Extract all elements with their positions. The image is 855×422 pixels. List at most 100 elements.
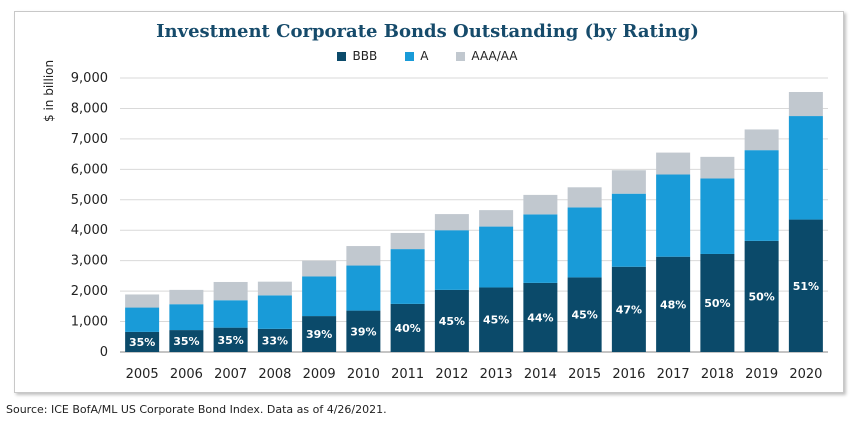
bar-bbb-2013 (479, 287, 514, 352)
x-tick-label: 2009 (303, 367, 336, 382)
bar-a-2007 (213, 300, 248, 328)
bbb-share-label: 35% (173, 335, 199, 348)
bbb-share-label: 35% (217, 334, 243, 347)
x-tick-label: 2006 (170, 367, 203, 382)
x-tick-label: 2008 (258, 367, 291, 382)
x-tick-label: 2017 (657, 367, 690, 382)
bar-a-2017 (656, 174, 691, 257)
legend-swatch-bbb (337, 51, 347, 61)
bar-aaa-aa-2019 (744, 129, 779, 151)
y-tick-label: 3,000 (71, 254, 108, 269)
bar-a-2014 (523, 214, 558, 283)
bar-aaa-aa-2012 (434, 214, 469, 231)
bar-bbb-2014 (523, 282, 558, 352)
bar-a-2019 (744, 150, 779, 241)
bar-a-2012 (434, 230, 469, 290)
bbb-share-label: 50% (748, 290, 774, 303)
bar-bbb-2019 (744, 240, 779, 352)
bar-a-2005 (125, 307, 160, 332)
bar-bbb-2017 (656, 256, 691, 352)
x-tick-label: 2015 (568, 367, 601, 382)
x-tick-label: 2012 (435, 367, 468, 382)
bar-bbb-2006 (169, 330, 204, 352)
bar-bbb-2008 (257, 328, 292, 352)
y-tick-label: 4,000 (71, 223, 108, 238)
y-tick-label: 7,000 (71, 132, 108, 147)
y-tick-label: 9,000 (71, 71, 108, 86)
x-tick-label: 2010 (347, 367, 380, 382)
bbb-share-label: 45% (571, 309, 597, 322)
bar-a-2018 (700, 178, 735, 254)
legend-swatch-aaa-aa (456, 51, 466, 61)
bar-aaa-aa-2020 (788, 92, 823, 117)
y-tick-label: 6,000 (71, 162, 108, 177)
bar-a-2016 (611, 193, 646, 267)
bar-aaa-aa-2007 (213, 281, 248, 301)
x-tick-label: 2007 (214, 367, 247, 382)
bar-a-2008 (257, 295, 292, 329)
bbb-share-label: 45% (439, 315, 465, 328)
bar-bbb-2011 (390, 303, 425, 352)
bar-a-2011 (390, 249, 425, 304)
legend-item-a: A (405, 49, 428, 63)
bar-a-2009 (302, 276, 337, 317)
bar-aaa-aa-2009 (302, 260, 337, 277)
source-note: Source: ICE BofA/ML US Corporate Bond In… (6, 403, 387, 416)
bar-aaa-aa-2006 (169, 289, 204, 305)
legend-item-bbb: BBB (337, 49, 377, 63)
x-tick-label: 2014 (524, 367, 557, 382)
bar-bbb-2009 (302, 316, 337, 352)
chart-title: Investment Corporate Bonds Outstanding (… (156, 21, 699, 42)
bbb-share-label: 44% (527, 311, 553, 324)
legend-label-bbb: BBB (352, 49, 378, 63)
bbb-share-label: 33% (262, 334, 288, 347)
y-tick-label: 5,000 (71, 193, 108, 208)
bar-bbb-2020 (788, 219, 823, 352)
bar-a-2015 (567, 207, 602, 278)
bbb-share-label: 35% (129, 336, 155, 349)
bbb-share-label: 39% (350, 325, 376, 338)
bar-bbb-2010 (346, 310, 381, 352)
legend-swatch-a (405, 51, 415, 61)
bar-aaa-aa-2008 (257, 281, 292, 296)
bar-aaa-aa-2010 (346, 246, 381, 266)
bar-aaa-aa-2013 (479, 210, 514, 227)
bbb-share-label: 48% (660, 298, 686, 311)
bbb-share-label: 39% (306, 328, 332, 341)
bar-a-2020 (788, 116, 823, 220)
chart-legend: BBB A AAA/AA (0, 49, 855, 63)
bar-a-2013 (479, 226, 514, 288)
bar-aaa-aa-2017 (656, 152, 691, 175)
bar-a-2010 (346, 265, 381, 311)
x-tick-label: 2005 (126, 367, 159, 382)
legend-item-aaa-aa: AAA/AA (456, 49, 518, 63)
bbb-share-label: 51% (793, 280, 819, 293)
bar-bbb-2018 (700, 253, 735, 352)
bar-aaa-aa-2014 (523, 194, 558, 215)
x-tick-label: 2020 (789, 367, 822, 382)
bbb-share-label: 45% (483, 314, 509, 327)
bar-aaa-aa-2015 (567, 187, 602, 208)
y-tick-label: 0 (100, 345, 108, 360)
bar-aaa-aa-2018 (700, 156, 735, 179)
y-tick-label: 8,000 (71, 101, 108, 116)
bbb-share-label: 50% (704, 297, 730, 310)
x-tick-label: 2011 (391, 367, 424, 382)
bar-bbb-2012 (434, 289, 469, 352)
y-tick-label: 1,000 (71, 315, 108, 330)
x-tick-label: 2019 (745, 367, 778, 382)
bar-aaa-aa-2011 (390, 232, 425, 250)
bar-bbb-2015 (567, 277, 602, 352)
bar-bbb-2016 (611, 266, 646, 352)
x-tick-label: 2013 (480, 367, 513, 382)
bar-aaa-aa-2005 (125, 294, 160, 308)
legend-label-aaa-aa: AAA/AA (471, 49, 518, 63)
bar-bbb-2007 (213, 327, 248, 352)
x-tick-label: 2016 (612, 367, 645, 382)
legend-label-a: A (420, 49, 429, 63)
bar-a-2006 (169, 304, 204, 331)
bbb-share-label: 40% (394, 322, 420, 335)
x-tick-label: 2018 (701, 367, 734, 382)
bbb-share-label: 47% (616, 303, 642, 316)
